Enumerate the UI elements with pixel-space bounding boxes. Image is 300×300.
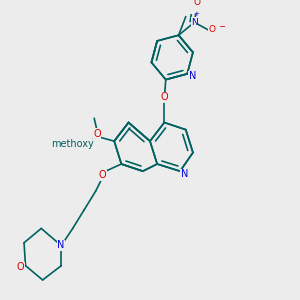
Text: O: O xyxy=(16,262,24,272)
Text: O: O xyxy=(93,129,101,139)
Text: N: N xyxy=(57,240,64,250)
Text: O: O xyxy=(194,0,201,7)
Text: +: + xyxy=(194,11,200,17)
Text: N: N xyxy=(181,169,188,179)
Text: −: − xyxy=(218,22,225,31)
Text: O: O xyxy=(99,170,106,181)
Text: methoxy: methoxy xyxy=(51,139,94,149)
Text: N: N xyxy=(191,18,198,27)
Text: O: O xyxy=(208,25,215,34)
Text: N: N xyxy=(189,71,196,81)
Text: O: O xyxy=(160,92,168,102)
